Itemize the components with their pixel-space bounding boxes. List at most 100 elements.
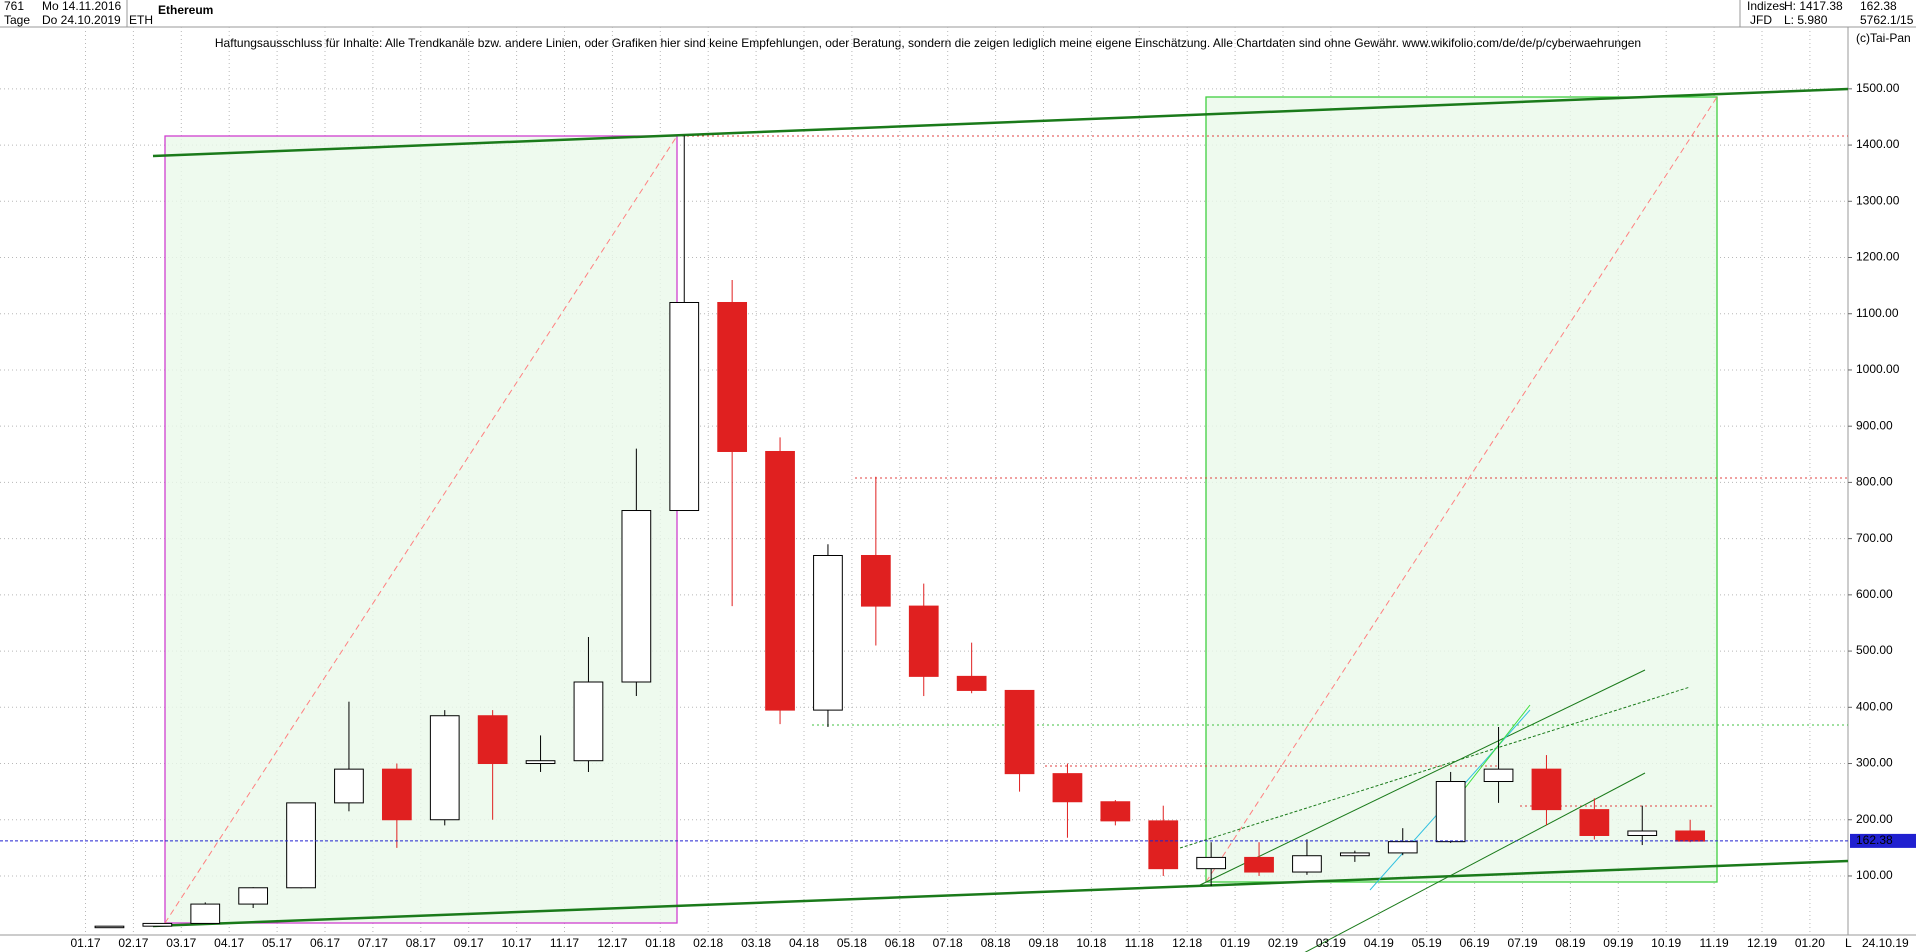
candle-body: [286, 802, 316, 889]
trend-line: [152, 87, 1849, 158]
trend-line: [152, 859, 1849, 928]
x-tick-label: 08.18: [981, 936, 1011, 950]
x-tick-label: 05.18: [837, 936, 867, 950]
candle-body: [573, 681, 604, 762]
copyright: (c)Tai-Pan: [1856, 31, 1911, 45]
x-tick-label: 08.17: [406, 936, 436, 950]
trend-line: [1179, 686, 1691, 849]
y-tick-label: 1300.00: [1856, 193, 1900, 207]
x-tick-label: 06.19: [1460, 936, 1490, 950]
x-tick-label: 11.19: [1700, 936, 1729, 950]
date-label: 24.10.19: [1862, 936, 1909, 950]
candle-body: [190, 903, 221, 924]
diagonal: [164, 135, 678, 924]
start-date: Mo 14.11.2016: [42, 0, 121, 13]
candle-body: [238, 887, 269, 905]
x-tick-label: 03.17: [166, 936, 196, 950]
y-tick-label: 400.00: [1856, 699, 1893, 713]
x-tick-label: 12.19: [1747, 936, 1777, 950]
y-tick-label: 800.00: [1856, 475, 1893, 489]
x-tick-label: 02.19: [1268, 936, 1298, 950]
x-tick-label: 04.18: [789, 936, 819, 950]
x-tick-label: 07.19: [1507, 936, 1537, 950]
x-tick-label: 06.17: [310, 936, 340, 950]
diagonal: [1205, 96, 1718, 883]
x-tick-label: 01.17: [70, 936, 100, 950]
y-tick-label: 300.00: [1856, 756, 1893, 770]
end-date: Do 24.10.2019: [42, 13, 121, 27]
x-tick-label: 12.18: [1172, 936, 1202, 950]
candle-body: [525, 760, 556, 765]
candle-body: [1435, 781, 1466, 843]
candle-body: [621, 510, 652, 683]
x-tick-label: 05.17: [262, 936, 292, 950]
candle-body: [1387, 841, 1418, 854]
candle-body: [1675, 830, 1706, 842]
candle-body: [381, 768, 412, 821]
candle-body: [334, 768, 364, 804]
disclaimer: Haftungsausschluss für Inhalte: Alle Tre…: [215, 36, 1641, 50]
x-tick-label: 06.18: [885, 936, 915, 950]
candle-body: [1052, 773, 1083, 803]
trend-line: [1199, 669, 1646, 886]
market: Indizes: [1747, 0, 1785, 13]
candle-body: [860, 554, 891, 607]
y-tick-label: 200.00: [1856, 812, 1893, 826]
x-tick-label: 11.17: [550, 936, 579, 950]
x-tick-label: 01.20: [1795, 936, 1825, 950]
x-tick-label: 10.19: [1651, 936, 1681, 950]
candle-body: [908, 605, 939, 677]
candle-body: [813, 554, 843, 711]
x-tick-label: 09.18: [1028, 936, 1058, 950]
candle-body: [429, 715, 460, 821]
candle-body: [1339, 852, 1370, 857]
last: 162.38: [1860, 0, 1897, 13]
y-tick-label: 900.00: [1856, 418, 1893, 432]
x-tick-label: 12.17: [597, 936, 627, 950]
last-price-box: [1850, 833, 1916, 848]
drawings: [152, 87, 1849, 952]
x-tick-label: 09.17: [454, 936, 484, 950]
x-tick-label: 09.19: [1603, 936, 1633, 950]
candle-body: [956, 675, 987, 691]
x-tick-label: 10.18: [1076, 936, 1106, 950]
high: H: 1417.38: [1784, 0, 1843, 13]
x-tick-label: 01.18: [645, 936, 675, 950]
x-tick-label: 02.18: [693, 936, 723, 950]
candle-body: [1004, 689, 1035, 775]
candle-body: [1292, 855, 1322, 873]
y-tick-label: 100.00: [1856, 868, 1893, 882]
x-tick-label: 03.18: [741, 936, 771, 950]
chart-title: Ethereum: [158, 3, 213, 17]
candle-body: [717, 301, 748, 452]
candle-body: [1100, 801, 1131, 822]
y-tick-label: 700.00: [1856, 531, 1893, 545]
candle-body: [477, 715, 508, 765]
y-tick-label: 1200.00: [1856, 250, 1900, 264]
candle-body: [1531, 768, 1562, 811]
y-tick-label: 1400.00: [1856, 137, 1900, 151]
y-tick-label: 1100.00: [1856, 306, 1899, 320]
symbol: ETH: [129, 13, 153, 27]
candle-body: [1627, 830, 1658, 836]
x-tick-label: 04.19: [1364, 936, 1394, 950]
x-tick-label: 02.17: [118, 936, 148, 950]
x-tick-label: 04.17: [214, 936, 244, 950]
candle-body: [1579, 809, 1610, 836]
candle-body: [142, 922, 173, 927]
count: 761: [4, 0, 24, 13]
x-tick-label: 01.19: [1220, 936, 1250, 950]
x-tick-label: 07.18: [933, 936, 963, 950]
candle-body: [1148, 820, 1179, 870]
candle-body: [1196, 856, 1227, 870]
x-tick-label: 11.18: [1125, 936, 1154, 950]
period[interactable]: Tage: [4, 13, 30, 27]
y-tick-label: 1000.00: [1856, 362, 1900, 376]
x-tick-label: 10.17: [502, 936, 532, 950]
chart-id: 5762.1/15: [1860, 13, 1914, 27]
candle-body: [669, 301, 700, 512]
trend-line: [1304, 772, 1646, 952]
